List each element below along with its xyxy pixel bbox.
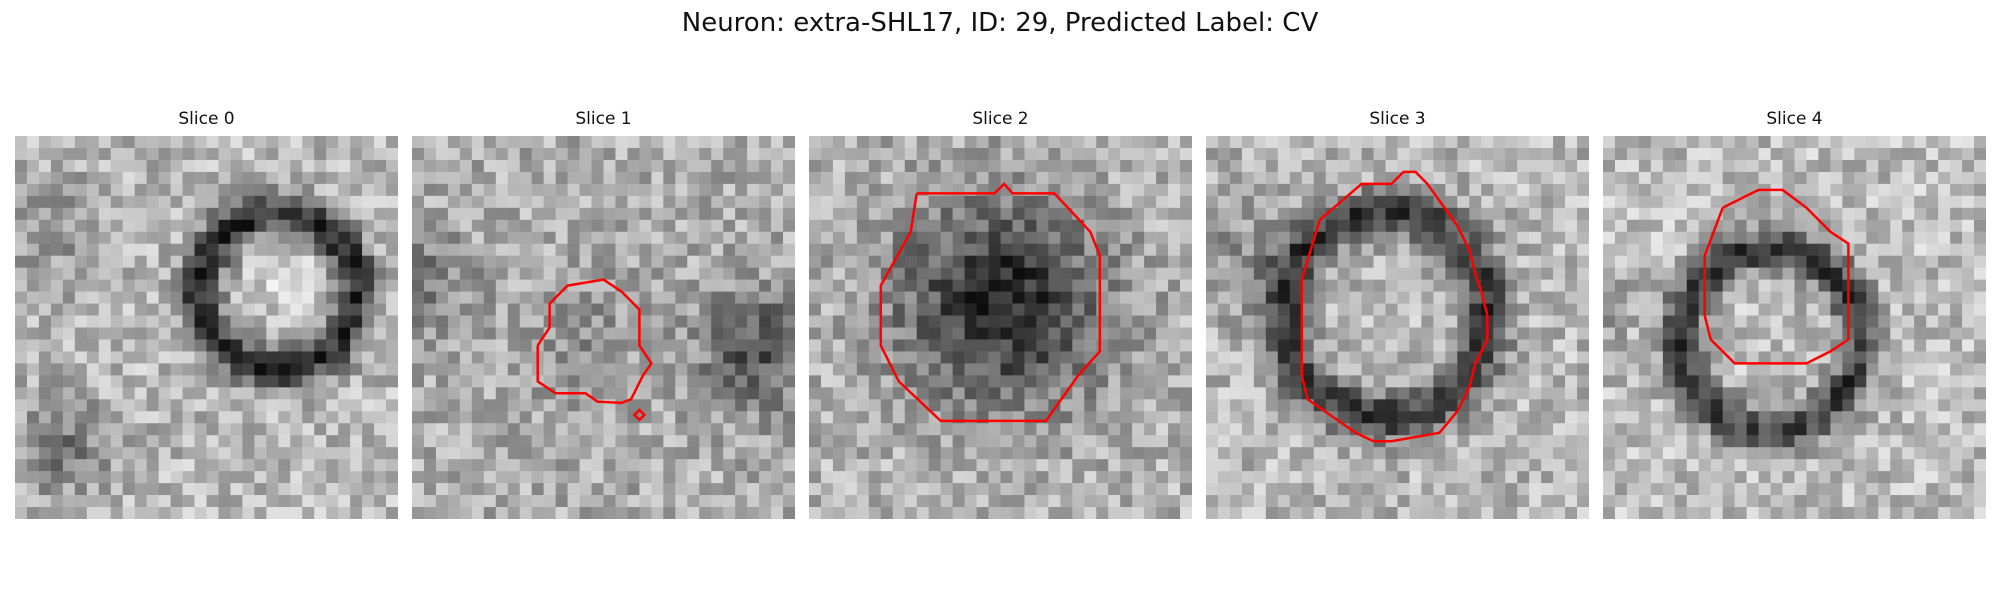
slice-title: Slice 0 — [178, 109, 235, 129]
slice-panel-1: Slice 1 — [412, 108, 795, 519]
slice-title: Slice 1 — [575, 109, 632, 129]
slice-title: Slice 4 — [1766, 109, 1823, 129]
slice-title: Slice 2 — [972, 109, 1029, 129]
slice-panel-0: Slice 0 — [15, 108, 398, 519]
slice-panel-3: Slice 3 — [1206, 108, 1589, 519]
slice-panel-4: Slice 4 — [1603, 108, 1986, 519]
grayscale-image — [15, 136, 398, 519]
segmentation-contour — [1703, 188, 1850, 365]
segmentation-contour — [536, 278, 653, 405]
segmentation-contour-fragment — [632, 408, 647, 422]
grayscale-image — [809, 136, 1192, 519]
segmentation-contour — [1300, 170, 1489, 443]
slice-title: Slice 3 — [1369, 109, 1426, 129]
grayscale-image — [1603, 136, 1986, 519]
grayscale-image — [412, 136, 795, 519]
figure-title: Neuron: extra-SHL17, ID: 29, Predicted L… — [681, 8, 1319, 38]
slice-panel-2: Slice 2 — [809, 108, 1192, 519]
segmentation-contour — [879, 182, 1102, 423]
grayscale-image — [1206, 136, 1589, 519]
